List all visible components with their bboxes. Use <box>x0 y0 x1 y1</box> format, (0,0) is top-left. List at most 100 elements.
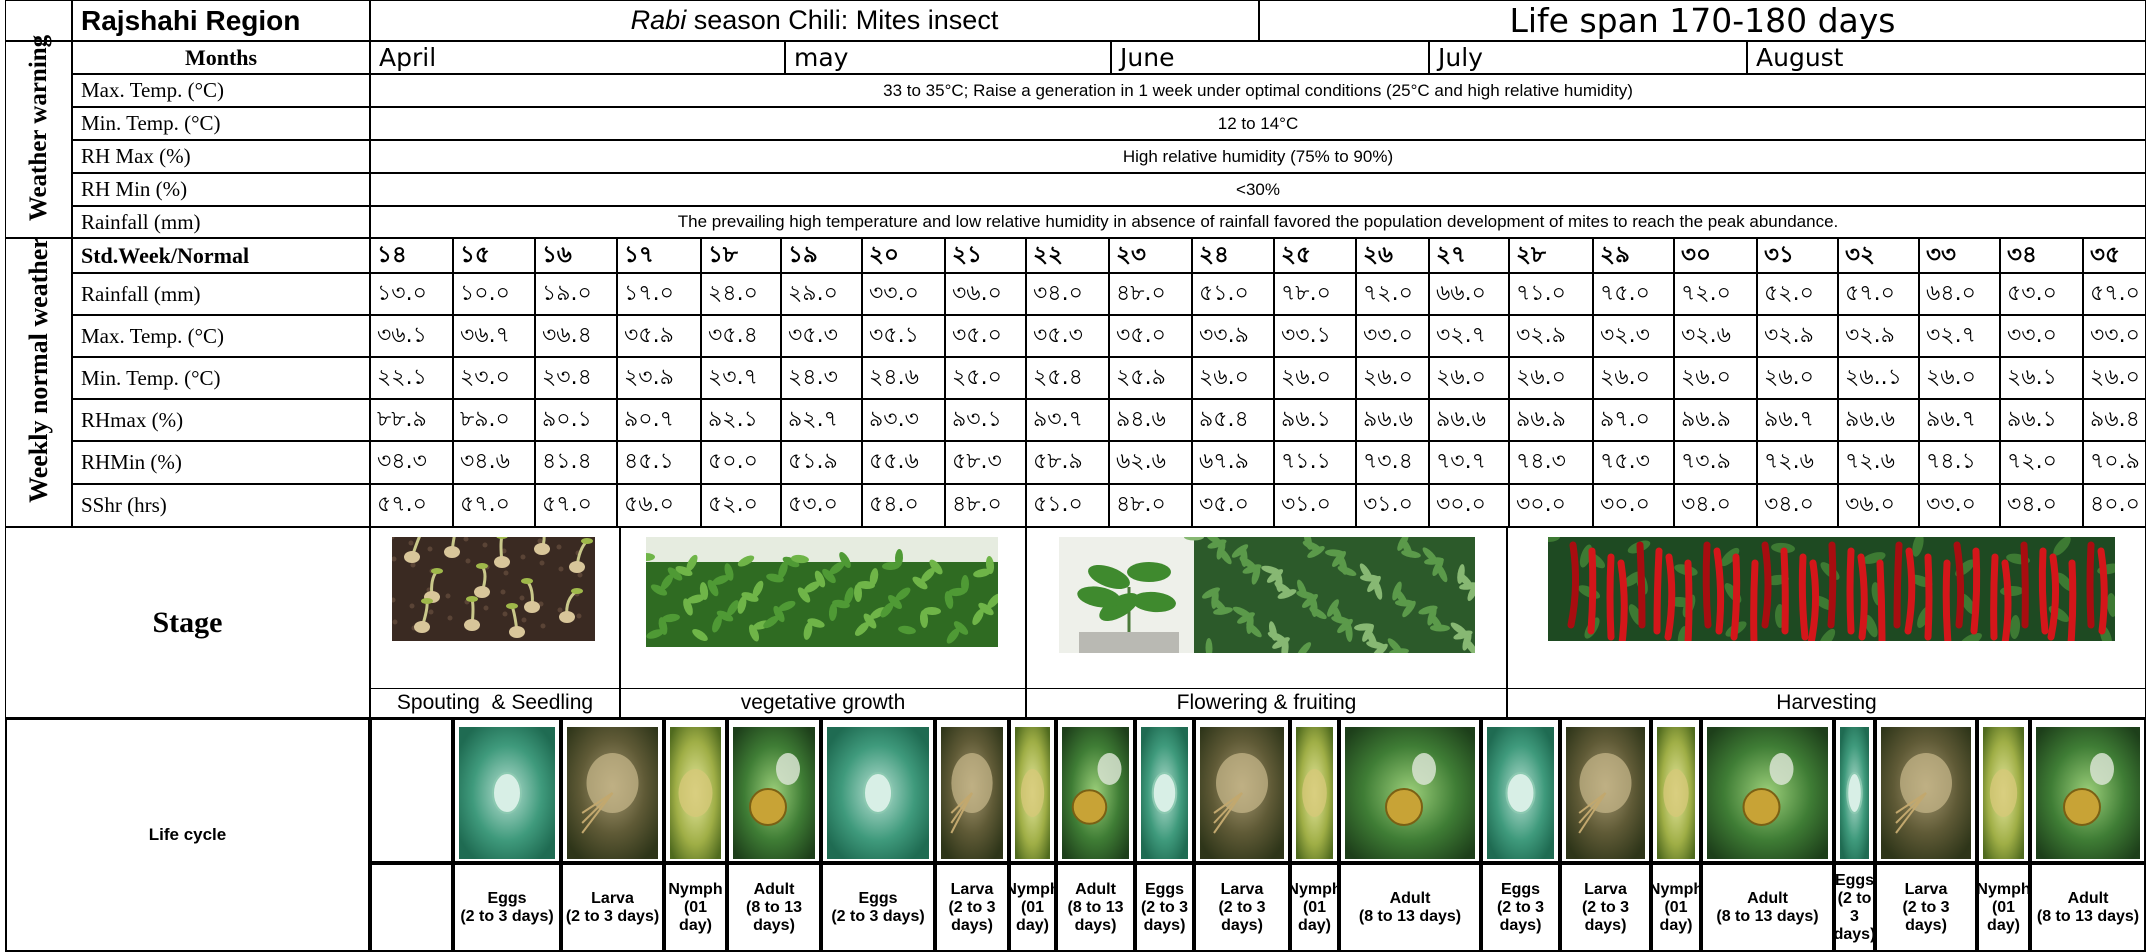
weekly-value: ৫১.৯ <box>781 441 862 484</box>
red-chili-photo <box>1548 537 2115 641</box>
life-cycle-stage-18: Nymph (01 day) <box>1977 863 2030 952</box>
week-4: ১৮ <box>701 238 781 273</box>
mite-nymph-photo <box>1296 727 1333 859</box>
week-12: ২৬ <box>1356 238 1429 273</box>
weather-warning-label-0: Max. Temp. (°C) <box>72 74 370 107</box>
weekly-value: ৪৮.০ <box>1109 484 1192 527</box>
weekly-value: ৫২.০ <box>701 484 781 527</box>
week-11: ২৫ <box>1274 238 1356 273</box>
life-cycle-stage-text: (2 to 3 <box>1140 898 1189 916</box>
weekly-value: ৩৫.০ <box>1192 484 1274 527</box>
mite-adult-photo <box>1062 727 1129 859</box>
weekly-value: ৩৫.৯ <box>617 315 701 357</box>
life-cycle-stage-1: Larva (2 to 3 days) <box>561 863 664 952</box>
month-april: April <box>370 41 785 74</box>
mite-nymph-photo <box>1983 727 2024 859</box>
weekly-value: ৩৬.১ <box>370 315 453 357</box>
weekly-value: ৭৩.৯ <box>1674 441 1757 484</box>
weekly-value: ৩৪.০ <box>1674 484 1757 527</box>
weekly-value: ৩৩.০ <box>862 273 945 315</box>
stage-name-2: Flowering & fruiting <box>1026 688 1507 718</box>
weekly-value: ৩৬.৪ <box>535 315 617 357</box>
life-cycle-stage-text: (2 to 3 <box>948 898 996 916</box>
weekly-value: ৩১.০ <box>1274 484 1356 527</box>
life-cycle-stage-text: Larva <box>1584 880 1627 898</box>
weekly-value: ২৬.০ <box>1509 357 1593 399</box>
weekly-value: ৩৩.৯ <box>1192 315 1274 357</box>
life-cycle-stage-text: (2 to 3 <box>1218 898 1266 916</box>
weekly-value: ৯৬.১ <box>2000 399 2083 441</box>
weekly-value: ৯০.৭ <box>617 399 701 441</box>
weekly-value: ৩২.৯ <box>1757 315 1838 357</box>
life-cycle-stage-17: Larva (2 to 3 days) <box>1875 863 1977 952</box>
weekly-value: ৫১.০ <box>1026 484 1109 527</box>
weekly-value: ৯৬.৬ <box>1429 399 1509 441</box>
weekly-value: ২৪.৬ <box>862 357 945 399</box>
week-8: ২২ <box>1026 238 1109 273</box>
weekly-value: ২৩.০ <box>453 357 535 399</box>
life-cycle-stage-text: day) <box>1016 916 1049 934</box>
mite-larva-photo <box>1881 727 1971 859</box>
life-cycle-stage-text: days) <box>1143 916 1186 934</box>
weekly-value: ২৬.০ <box>1274 357 1356 399</box>
weekly-value: ৩৪.৩ <box>370 441 453 484</box>
weekly-value: ৭৪.১ <box>1919 441 2000 484</box>
weekly-normal-side <box>5 238 72 527</box>
mite-adult-photo <box>733 727 815 859</box>
weekly-value: ২৪.০ <box>701 273 781 315</box>
season-title: Rabi season Chili: Mites insect <box>370 0 1259 41</box>
weekly-value: ৩১.০ <box>1356 484 1429 527</box>
life-cycle-stage-text: Larva <box>1220 880 1264 898</box>
weekly-value: ১৯.০ <box>535 273 617 315</box>
week-15: ২৯ <box>1593 238 1674 273</box>
weekly-value: ৯৬.৯ <box>1509 399 1593 441</box>
weekly-value: ৭১.১ <box>1274 441 1356 484</box>
life-cycle-stage-text: Eggs <box>1500 880 1541 898</box>
weekly-value: ৩৩.০ <box>1919 484 2000 527</box>
weekly-value: ২৬.০ <box>2083 357 2146 399</box>
weekly-value: ৯৪.৬ <box>1109 399 1192 441</box>
life-cycle-stage-text: (8 to 13 <box>745 898 802 916</box>
weekly-value: ৩৪.০ <box>1757 484 1838 527</box>
weekly-value: ৬২.৬ <box>1109 441 1192 484</box>
weekly-value: ৫১.০ <box>1192 273 1274 315</box>
weather-warning-label-4: Rainfall (mm) <box>72 206 370 238</box>
weekly-value: ৯৩.৩ <box>862 399 945 441</box>
weekly-value: ২৬.০ <box>1192 357 1274 399</box>
weekly-value: ১৭.০ <box>617 273 701 315</box>
weekly-value: ৯৩.৭ <box>1026 399 1109 441</box>
life-cycle-stage-10: Nymph (01 day) <box>1290 863 1339 952</box>
life-cycle-stage-text: Larva <box>591 889 634 907</box>
weekly-value: ৩৬.৭ <box>453 315 535 357</box>
weekly-value: ৪৫.১ <box>617 441 701 484</box>
week-5: ১৯ <box>781 238 862 273</box>
mite-larva-photo <box>567 727 658 859</box>
life-cycle-stage-14: Nymph (01 day) <box>1651 863 1701 952</box>
life-cycle-stage-19: Adult (8 to 13 days) <box>2030 863 2146 952</box>
month-july: July <box>1429 41 1747 74</box>
mite-egg-photo <box>1840 727 1869 859</box>
weekly-value: ৫৭.০ <box>1838 273 1919 315</box>
week-19: ৩৩ <box>1919 238 2000 273</box>
weekly-value: ৫০.০ <box>701 441 781 484</box>
weekly-value: ৭৫.০ <box>1593 273 1674 315</box>
mite-egg-photo <box>459 727 555 859</box>
life-cycle-stage-text: (8 to 13 days) <box>1358 907 1462 925</box>
weekly-value: ৭২.৬ <box>1757 441 1838 484</box>
life-cycle-stage-text: (2 to 3 <box>1496 898 1545 916</box>
weather-warning-value-2: High relative humidity (75% to 90%) <box>370 140 2146 173</box>
life-cycle-stage-text: days) <box>1499 916 1542 934</box>
weekly-value: ৯৬.৭ <box>1757 399 1838 441</box>
weekly-value: ২৬.০ <box>1757 357 1838 399</box>
weekly-value: ২৩.৯ <box>617 357 701 399</box>
week-label: Std.Week/Normal <box>72 238 370 273</box>
weekly-value: ৬৭.৯ <box>1192 441 1274 484</box>
weekly-value: ৩২.৩ <box>1593 315 1674 357</box>
week-18: ৩২ <box>1838 238 1919 273</box>
weekly-label-3: RHmax (%) <box>72 399 370 441</box>
mite-adult-photo <box>2036 727 2140 859</box>
weekly-value: ৬৪.০ <box>1919 273 2000 315</box>
leafy-plants-photo <box>646 537 998 647</box>
weekly-value: ৮৯.০ <box>453 399 535 441</box>
